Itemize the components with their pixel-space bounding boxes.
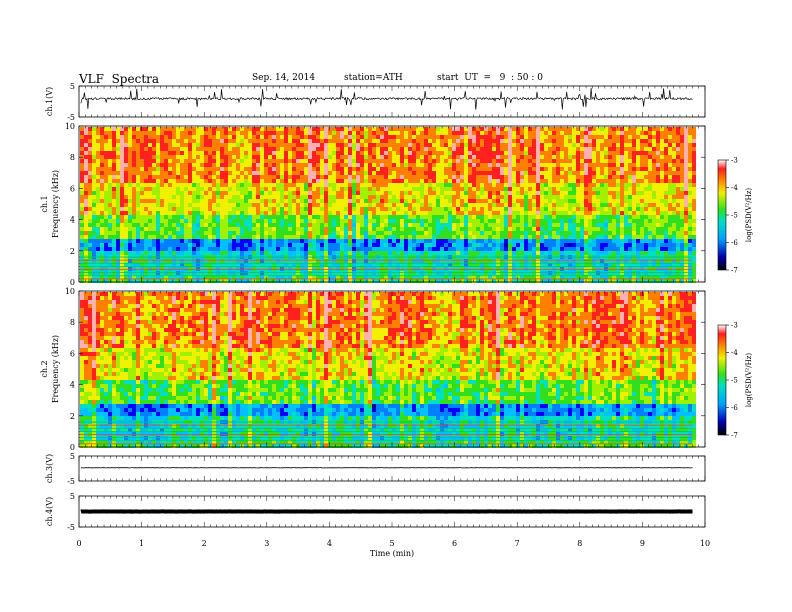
colorbar-tick-label: -7 [731, 267, 738, 275]
colorbar-tick-label: -7 [731, 432, 738, 440]
x-tick-label: 6 [452, 539, 457, 548]
y-tick-label: 4 [70, 381, 75, 390]
colorbar [717, 159, 727, 271]
x-axis-label: Time (min) [370, 549, 414, 558]
y-tick-label: 10 [65, 287, 75, 296]
colorbar-tick-label: -3 [731, 157, 738, 165]
y-tick-label: -5 [67, 523, 75, 532]
y-axis-label: ch.3(V) [45, 454, 54, 483]
colorbar-tick-label: -4 [731, 349, 738, 357]
y-tick-label: -5 [67, 477, 75, 486]
x-tick-label: 10 [700, 539, 710, 548]
y-axis-label: ch.2 [40, 360, 49, 377]
waveform-trace [80, 87, 693, 110]
colorbar-tick-label: -3 [731, 322, 738, 330]
station-label: station=ATH [344, 73, 403, 83]
x-tick-label: 0 [76, 539, 81, 548]
y-tick-label: 8 [70, 318, 75, 327]
start-time-label: start UT = 9 : 50 : 0 [437, 73, 543, 83]
y-tick-label: 5 [70, 82, 75, 91]
y-tick-label: 10 [65, 122, 75, 131]
y-axis-label: ch.1 [40, 195, 49, 212]
colorbar-tick-label: -5 [731, 377, 738, 385]
y-tick-label: 6 [70, 349, 75, 358]
panel-ch1-spectrogram: -3 -4 -5 -6 -7 log(PSD(V²/Hz) 0 2 4 6 8 10 ch.1 Frequ… [40, 122, 753, 287]
x-tick-label: 4 [327, 539, 332, 548]
x-tick-label: 5 [389, 539, 394, 548]
y-tick-label: 5 [70, 452, 75, 461]
x-tick-label: 8 [577, 539, 582, 548]
y-tick-label: 2 [70, 247, 75, 256]
y-tick-label: 6 [70, 184, 75, 193]
colorbar-tick-label: -6 [731, 404, 738, 412]
x-tick-label: 7 [515, 539, 520, 548]
panel-ch1-waveform: 5 -5 ch.1(V) [45, 82, 706, 122]
panel-ch2-spectrogram: -3 -4 -5 -6 -7 log(PSD(V²/Hz) 0 2 4 6 8 10 ch.2 Frequ… [40, 287, 753, 452]
panel-ch4-waveform: 5 -5 ch.4(V) [45, 492, 706, 532]
y-axis-label: Frequency (kHz) [51, 170, 60, 238]
colorbar-tick-label: -4 [731, 184, 738, 192]
y-axis-label: Frequency (kHz) [51, 335, 60, 403]
y-axis-label: ch.1(V) [45, 87, 54, 116]
y-tick-label: 2 [70, 412, 75, 421]
figure-title: VLF Spectra [79, 72, 160, 86]
y-tick-label: -5 [67, 113, 75, 122]
x-tick-label: 1 [139, 539, 144, 548]
x-tick-label: 2 [202, 539, 207, 548]
y-tick-label: 0 [70, 278, 75, 287]
panel-ch3-waveform: 5 -5 ch.3(V) [45, 452, 706, 486]
colorbar-label: log(PSD(V²/Hz) [745, 188, 753, 243]
y-tick-label: 8 [70, 153, 75, 162]
colorbar-tick-label: -6 [731, 239, 738, 247]
x-tick-label: 9 [640, 539, 645, 548]
colorbar [717, 324, 727, 436]
colorbar-tick-label: -5 [731, 212, 738, 220]
colorbar-label: log(PSD(V²/Hz) [745, 353, 753, 408]
x-tick-label: 3 [264, 539, 269, 548]
y-axis-label: ch.4(V) [45, 497, 54, 526]
heatmap-cells [80, 127, 696, 283]
y-tick-label: 5 [70, 492, 75, 501]
heatmap-cells [80, 292, 696, 448]
y-tick-label: 0 [70, 443, 75, 452]
date-label: Sep. 14, 2014 [252, 73, 316, 83]
y-tick-label: 4 [70, 216, 75, 225]
